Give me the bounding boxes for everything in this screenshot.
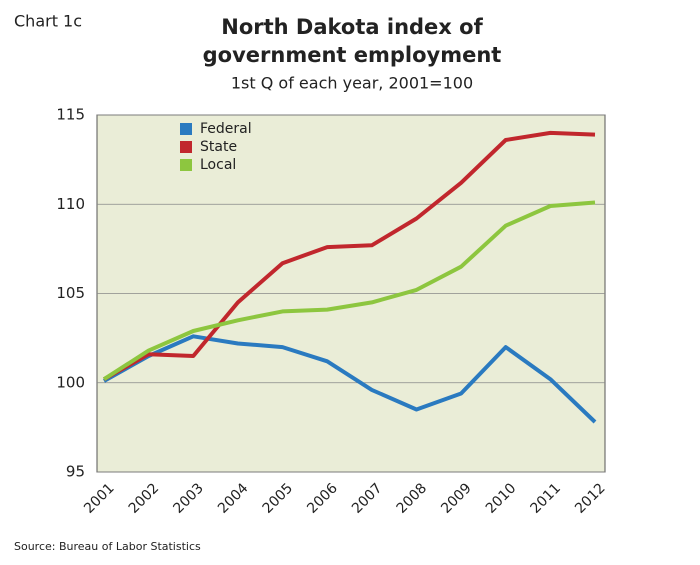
x-tick-label: 2010 (483, 480, 520, 517)
legend-label: Local (200, 157, 236, 173)
x-tick-label: 2012 (572, 480, 609, 517)
x-tick-label: 2006 (304, 480, 341, 517)
chart-subtitle: 1st Q of each year, 2001=100 (231, 74, 473, 93)
chart-label: Chart 1c (14, 12, 82, 31)
legend-swatch (180, 123, 192, 135)
y-tick-label: 115 (56, 106, 85, 124)
source: Source: Bureau of Labor Statistics (14, 540, 201, 553)
x-tick-label: 2005 (260, 480, 297, 517)
chart-title: government employment (203, 43, 502, 67)
x-tick-label: 2001 (81, 480, 118, 517)
y-tick-label: 105 (56, 284, 85, 302)
series-line (102, 200, 596, 381)
series-line (103, 130, 596, 381)
x-tick-label: 2009 (438, 480, 475, 517)
x-tick-label: 2007 (349, 480, 386, 517)
legend-swatch (180, 159, 192, 171)
x-tick-label: 2008 (394, 480, 431, 517)
y-tick-label: 95 (66, 463, 85, 481)
legend-swatch (180, 141, 192, 153)
x-tick-label: 2003 (170, 480, 207, 517)
y-tick-label: 100 (56, 373, 85, 391)
x-tick-label: 2002 (126, 480, 163, 517)
legend-label: Federal (200, 121, 252, 137)
y-tick-label: 110 (56, 195, 85, 213)
x-tick-label: 2004 (215, 480, 252, 517)
chart-title: North Dakota index of (221, 15, 483, 39)
series-line (103, 334, 597, 424)
legend-label: State (200, 139, 237, 155)
x-tick-label: 2011 (528, 480, 565, 517)
